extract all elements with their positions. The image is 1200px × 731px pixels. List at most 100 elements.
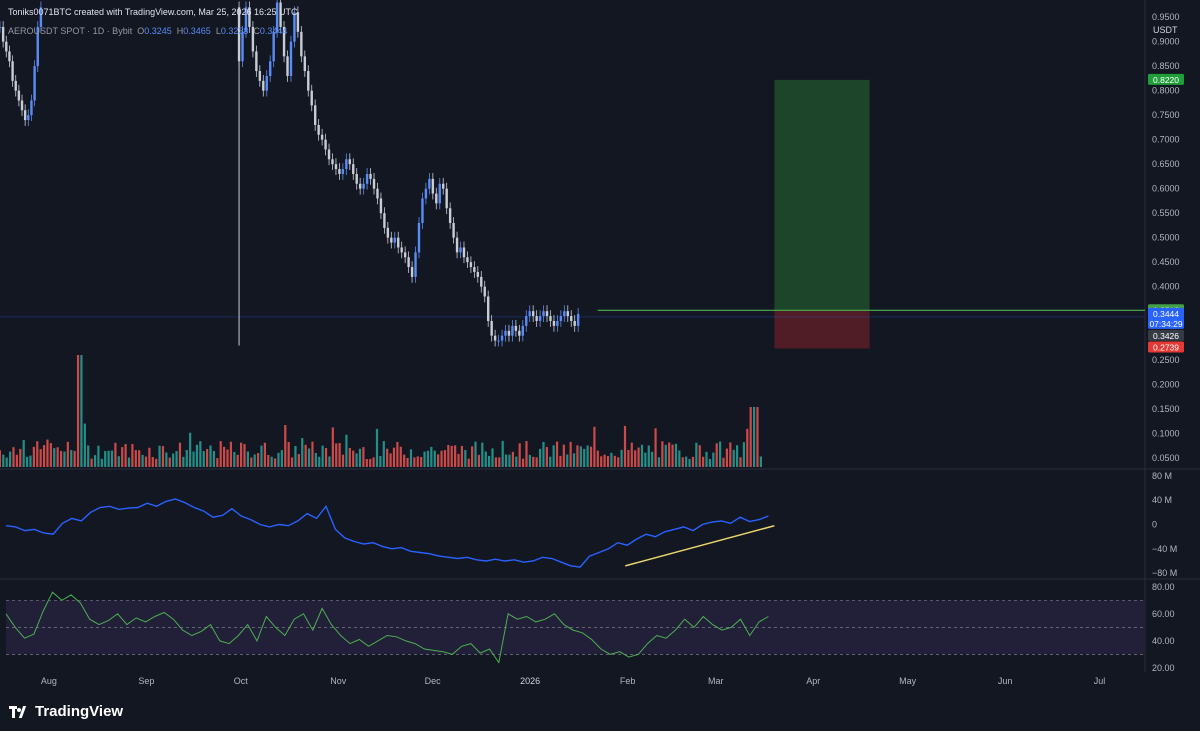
volume-bar: [348, 447, 351, 467]
volume-bar: [328, 456, 331, 467]
volume-bar: [559, 455, 562, 467]
volume-bar: [749, 407, 752, 467]
footer-bar: [0, 692, 1200, 731]
candle-body: [241, 31, 244, 62]
candle-body: [303, 56, 307, 72]
volume-bar: [243, 444, 246, 467]
candle-body: [262, 80, 265, 91]
chart-canvas[interactable]: 0.9500 0.9000 0.8500 0.8000 0.7500 0.7000 0.65…: [0, 0, 1200, 692]
volume-bar: [273, 458, 277, 467]
volume-bar: [583, 448, 586, 467]
volume-bar: [155, 458, 158, 467]
volume-bar: [175, 451, 178, 467]
volume-bar: [471, 446, 474, 467]
price-tick-label: 0.7500: [1152, 110, 1180, 120]
volume-bar: [352, 450, 355, 467]
volume-bar: [654, 428, 657, 467]
volume-bar: [691, 456, 695, 467]
candle-body: [345, 159, 348, 170]
volume-bar: [304, 444, 307, 467]
price-badge-marker: [1148, 329, 1184, 341]
volume-bar: [640, 444, 644, 467]
price-tick-label: 0.0500: [1152, 453, 1180, 463]
candle-body: [365, 173, 369, 184]
candle-body: [8, 51, 11, 62]
volume-bar: [270, 456, 273, 467]
volume-bar: [46, 439, 49, 467]
candle-body: [348, 159, 351, 165]
candle-body: [476, 271, 480, 277]
tradingview-wordmark: TradingView: [35, 703, 124, 720]
volume-bar: [739, 457, 742, 467]
volume-bar: [430, 446, 433, 467]
volume-bar: [372, 457, 375, 467]
price-badge-last-price: [1148, 307, 1184, 319]
time-axis-label: Aug: [41, 676, 57, 686]
candle-body: [286, 56, 289, 76]
candle-body: [372, 178, 376, 189]
candle-body: [320, 134, 324, 140]
volume-bar: [206, 449, 209, 467]
volume-bar: [467, 458, 470, 467]
volume-bar: [521, 458, 525, 467]
candle-body: [279, 2, 282, 27]
candle-body: [455, 237, 459, 253]
close-label: C: [253, 26, 260, 36]
time-axis-label: Nov: [330, 676, 347, 686]
volume-bar: [705, 451, 708, 467]
volume-bar: [144, 456, 148, 467]
volume-bar: [443, 450, 447, 467]
price-badge-label: 0.3426: [1153, 331, 1179, 341]
volume-bar: [80, 355, 83, 467]
volume-bar: [294, 445, 297, 467]
symbol-label: AEROUSDT SPOT · 1D · Bybit: [8, 26, 133, 36]
volume-bar: [70, 450, 73, 467]
volume-bar: [127, 457, 131, 467]
high-label: H: [176, 26, 184, 36]
volume-bar: [199, 441, 202, 467]
price-tick-label: 0.6000: [1152, 184, 1180, 194]
volume-bar: [362, 447, 365, 467]
volume-bar: [189, 432, 192, 467]
candle-body: [23, 110, 27, 121]
price-badge-label: 07:34:29: [1149, 319, 1182, 329]
candle-body: [500, 335, 504, 341]
candle-body: [376, 188, 379, 199]
volume-bar: [161, 446, 165, 467]
candle-body: [556, 320, 559, 326]
volume-bar: [569, 441, 572, 467]
volume-bar: [382, 441, 385, 467]
candle-body: [497, 340, 500, 342]
price-badge-label: 0.3444: [1153, 309, 1179, 319]
candle-body: [473, 267, 476, 272]
candle-body: [414, 252, 417, 277]
volume-bar: [355, 453, 358, 467]
volume-bar: [280, 450, 283, 467]
candle-body: [531, 311, 535, 317]
volume-bar: [32, 446, 35, 467]
time-axis-label: Dec: [425, 676, 442, 686]
candle-body: [1, 26, 5, 42]
candle-body: [403, 252, 407, 258]
candle-body: [341, 169, 345, 174]
volume-bar: [297, 454, 300, 467]
candle-body: [289, 41, 293, 76]
price-tick-label: 0.5500: [1152, 208, 1180, 218]
candle-body: [393, 237, 396, 243]
volume-bar: [182, 456, 185, 467]
volume-bar: [110, 450, 114, 467]
volume-bar: [403, 454, 406, 467]
candle-body: [417, 222, 421, 253]
candle-body: [552, 320, 556, 326]
price-tick-label: 0.8500: [1152, 61, 1180, 71]
tradingview-logo[interactable]: TradingView: [9, 703, 123, 720]
volume-bar: [535, 457, 538, 467]
volume-bar: [511, 451, 514, 467]
candle-body: [39, 7, 43, 27]
volume-bar: [12, 447, 15, 467]
volume-bar: [29, 455, 32, 467]
obv-line: [5, 498, 769, 568]
volume-bar: [389, 453, 392, 467]
candle-body: [352, 164, 355, 174]
time-axis-label: Feb: [620, 676, 636, 686]
